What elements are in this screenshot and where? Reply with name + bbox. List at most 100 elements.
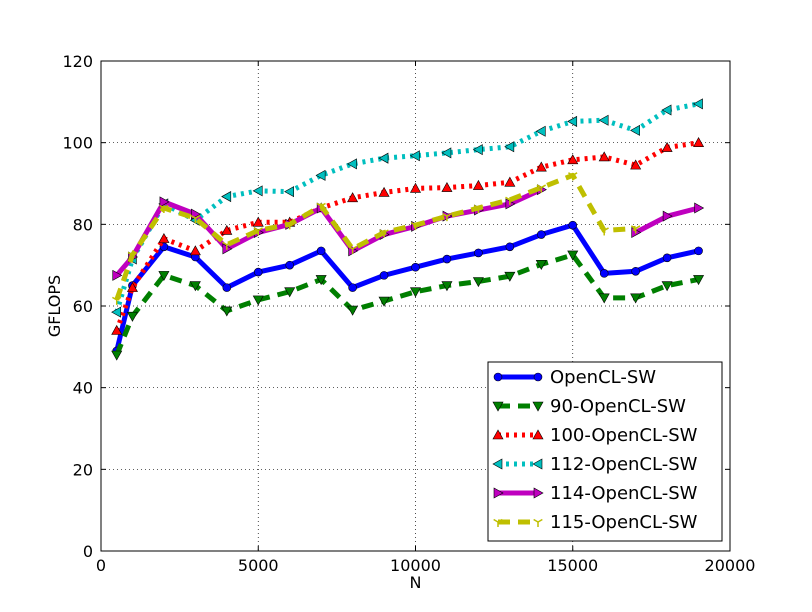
data-point — [505, 196, 515, 205]
data-point — [316, 202, 326, 211]
data-point — [662, 253, 672, 263]
legend-marker — [492, 458, 503, 470]
data-point — [410, 221, 421, 231]
data-point — [252, 185, 263, 197]
marker-spoke — [415, 221, 421, 226]
data-point — [504, 141, 515, 153]
data-point — [112, 269, 123, 281]
data-point — [126, 282, 138, 292]
legend-marker — [533, 487, 544, 499]
series-lines — [111, 98, 705, 361]
marker-spoke — [635, 225, 641, 230]
data-point — [568, 220, 578, 230]
data-point — [441, 181, 453, 192]
marker-spoke — [478, 204, 484, 209]
data-point — [346, 158, 357, 170]
data-point — [252, 216, 264, 227]
legend-marker — [493, 372, 503, 382]
data-point — [504, 176, 516, 187]
data-point — [347, 192, 359, 203]
y-tick-label: 20 — [73, 460, 93, 479]
legend-label: 112-OpenCL-SW — [550, 454, 698, 475]
data-point — [598, 293, 610, 304]
legend-marker — [532, 458, 543, 470]
legend-label: OpenCL-SW — [550, 367, 656, 388]
y-tick-label: 120 — [62, 52, 93, 71]
data-point — [189, 245, 201, 256]
y-tick-label: 40 — [73, 379, 93, 398]
x-tick-label: 20000 — [705, 556, 756, 575]
marker-spoke — [509, 196, 515, 201]
marker-spoke — [536, 184, 542, 189]
marker-spoke — [533, 518, 539, 523]
marker-spoke — [316, 202, 322, 207]
legend-entry: 100-OpenCL-SW — [492, 425, 698, 446]
legend-entry: 90-OpenCL-SW — [492, 396, 686, 417]
data-point — [284, 287, 296, 298]
data-point — [222, 283, 232, 292]
x-tick-label: 10000 — [390, 556, 441, 575]
marker-spoke — [568, 172, 574, 176]
data-point — [630, 293, 642, 304]
legend-marker — [532, 401, 544, 412]
data-point — [159, 204, 169, 213]
data-point — [662, 210, 673, 222]
data-point — [111, 350, 123, 361]
data-point — [411, 262, 420, 272]
data-point — [347, 245, 358, 254]
data-point — [252, 295, 264, 306]
data-point — [694, 202, 705, 214]
marker-spoke — [159, 204, 165, 209]
data-point — [661, 141, 673, 152]
data-point — [536, 230, 546, 239]
data-point — [661, 281, 673, 292]
legend-marker — [492, 401, 504, 412]
x-tick-label: 15000 — [547, 556, 598, 575]
data-point — [598, 114, 609, 126]
data-point — [158, 233, 170, 243]
legend-marker — [493, 487, 504, 499]
data-point — [693, 137, 705, 147]
marker-spoke — [222, 241, 228, 246]
data-point — [630, 159, 642, 170]
y-tick-label: 60 — [73, 297, 93, 316]
data-point — [190, 215, 201, 224]
legend-marker — [532, 429, 544, 440]
data-point — [112, 296, 122, 305]
data-point — [111, 306, 122, 318]
data-point — [474, 248, 483, 258]
marker-spoke — [603, 227, 609, 232]
marker-spoke — [383, 229, 389, 234]
marker-spoke — [284, 221, 291, 225]
legend-entry: 112-OpenCL-SW — [492, 454, 698, 475]
data-point — [379, 229, 389, 238]
data-point — [504, 271, 516, 282]
axis-ticks: 0 5000 10000 15000 20000 0 20 40 60 80 100 120 — [62, 52, 755, 575]
legend-label: 100-OpenCL-SW — [550, 425, 698, 446]
marker-spoke — [127, 251, 133, 256]
marker-spoke — [540, 184, 547, 189]
data-point — [472, 277, 484, 288]
y-tick-label: 100 — [62, 134, 93, 153]
legend-marker — [533, 518, 543, 527]
series-2 — [111, 137, 705, 335]
data-point — [347, 305, 359, 316]
data-point — [692, 98, 703, 110]
data-point — [567, 154, 579, 165]
marker-spoke — [226, 241, 232, 246]
data-point — [378, 152, 389, 164]
x-tick-label: 5000 — [238, 556, 279, 575]
data-point — [442, 254, 452, 264]
data-point — [253, 267, 263, 277]
data-point — [535, 125, 546, 137]
y-tick-label: 80 — [73, 215, 93, 234]
data-point — [631, 266, 640, 276]
data-point — [284, 221, 295, 230]
marker-spoke — [257, 227, 263, 232]
series-line — [114, 172, 636, 301]
data-point — [505, 242, 515, 252]
legend-label: 114-OpenCL-SW — [550, 483, 698, 504]
data-point — [127, 251, 138, 260]
legend: OpenCL-SW 90-OpenCL-SW 100-OpenCL-SW 112-Op… — [487, 361, 723, 542]
